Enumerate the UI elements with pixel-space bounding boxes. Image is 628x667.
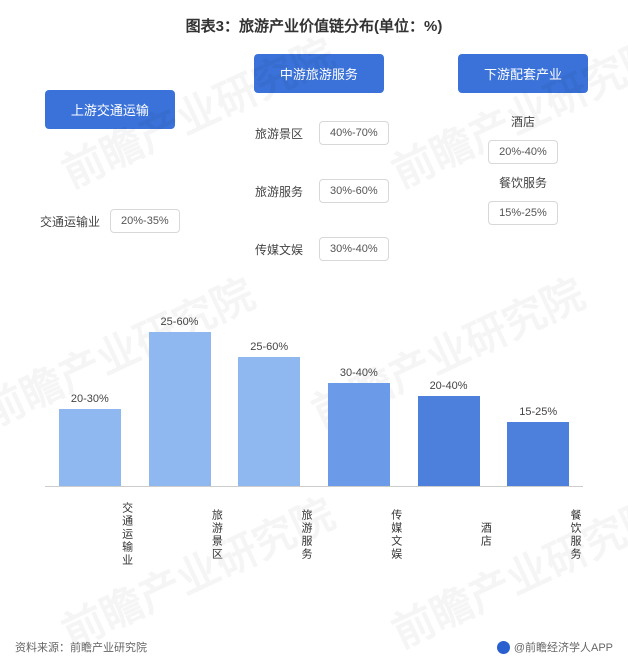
bar-value-label: 25-60%: [161, 316, 199, 328]
item-label: 酒店: [493, 113, 553, 130]
bar-chart: 20-30% 25-60% 25-60% 30-40% 20-40% 15-25% 交通运…: [0, 307, 628, 567]
x-axis-label: 酒店: [404, 502, 494, 567]
credit: @前瞻经济学人APP: [497, 639, 613, 655]
midstream-column: 中游旅游服务 旅游景区 40%-70% 旅游服务 30%-60% 传媒文娱 30…: [249, 54, 389, 287]
item-value: 15%-25%: [488, 201, 558, 225]
bar-rect: [238, 357, 300, 486]
bar-rect: [507, 422, 569, 486]
item-label: 旅游景区: [249, 125, 309, 142]
bar: 15-25%: [493, 406, 583, 486]
bar: 30-40%: [314, 367, 404, 486]
downstream-header: 下游配套产业: [458, 54, 588, 93]
item-value: 20%-40%: [488, 140, 558, 164]
bar-value-label: 20-30%: [71, 393, 109, 405]
item-value: 40%-70%: [319, 121, 389, 145]
bar-value-label: 15-25%: [519, 406, 557, 418]
item-value: 30%-60%: [319, 179, 389, 203]
bar-rect: [328, 383, 390, 486]
x-axis-label: 交通运输业: [45, 502, 135, 567]
bar-rect: [149, 332, 211, 486]
chart-title: 图表3：旅游产业价值链分布(单位：%): [0, 0, 628, 54]
bar-rect: [59, 409, 121, 486]
midstream-item: 传媒文娱 30%-40%: [249, 229, 389, 269]
item-label: 旅游服务: [249, 183, 309, 200]
item-value: 30%-40%: [319, 237, 389, 261]
upstream-column: 上游交通运输 交通运输业 20%-35%: [40, 54, 180, 287]
x-axis-label: 旅游景区: [135, 502, 225, 567]
bar-value-label: 20-40%: [430, 380, 468, 392]
footer: 资料来源：前瞻产业研究院 @前瞻经济学人APP: [15, 639, 613, 655]
x-axis-label: 传媒文娱: [314, 502, 404, 567]
bar: 25-60%: [224, 341, 314, 486]
bar-value-label: 25-60%: [250, 341, 288, 353]
downstream-item: 酒店 20%-40%: [488, 113, 558, 164]
bar-rect: [418, 396, 480, 486]
item-value: 20%-35%: [110, 209, 180, 233]
upstream-header: 上游交通运输: [45, 90, 175, 129]
x-axis-label: 旅游服务: [224, 502, 314, 567]
logo-icon: [497, 641, 510, 654]
bar-value-label: 30-40%: [340, 367, 378, 379]
credit-text: @前瞻经济学人APP: [514, 639, 613, 655]
upstream-item: 交通运输业 20%-35%: [40, 209, 180, 233]
midstream-item: 旅游服务 30%-60%: [249, 171, 389, 211]
item-label: 传媒文娱: [249, 241, 309, 258]
midstream-item: 旅游景区 40%-70%: [249, 113, 389, 153]
downstream-column: 下游配套产业 酒店 20%-40% 餐饮服务 15%-25%: [458, 54, 588, 287]
value-chain-section: 上游交通运输 交通运输业 20%-35% 中游旅游服务 旅游景区 40%-70%…: [0, 54, 628, 287]
source-text: 资料来源：前瞻产业研究院: [15, 639, 147, 655]
bar: 20-40%: [404, 380, 494, 486]
item-label: 交通运输业: [40, 213, 100, 230]
item-label: 餐饮服务: [493, 174, 553, 191]
bar: 25-60%: [135, 316, 225, 486]
x-axis-label: 餐饮服务: [493, 502, 583, 567]
bar: 20-30%: [45, 393, 135, 486]
midstream-header: 中游旅游服务: [254, 54, 384, 93]
downstream-item: 餐饮服务 15%-25%: [488, 174, 558, 225]
